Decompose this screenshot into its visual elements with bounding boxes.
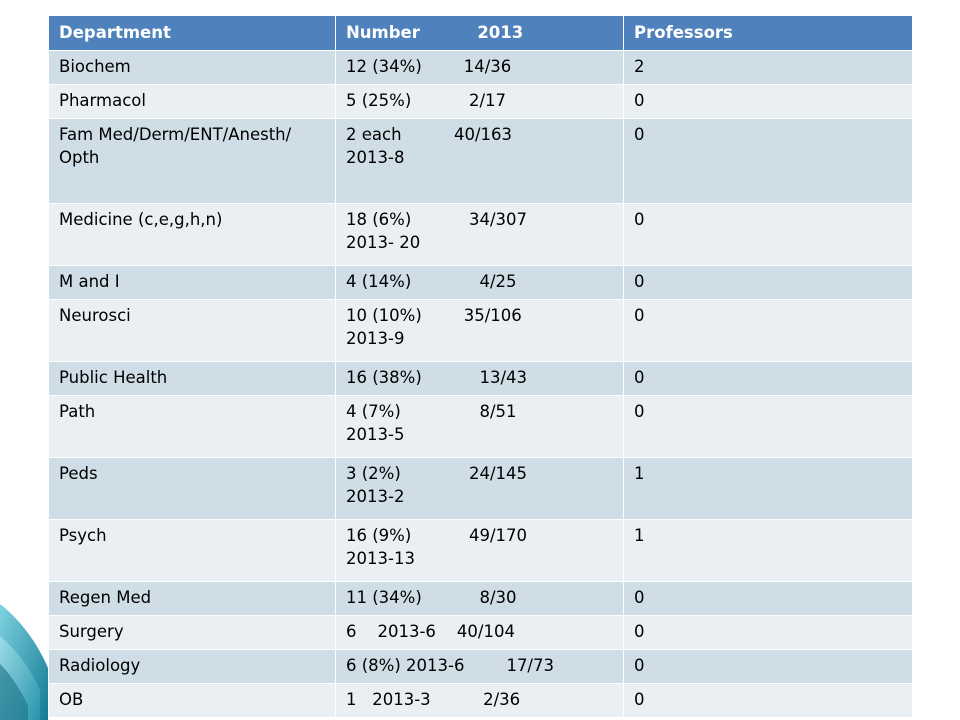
number-cell: 1 2013-3 2/36: [335, 683, 624, 718]
number-line: 2013- 20: [346, 233, 421, 252]
number-line: 2 each 40/163: [346, 125, 513, 144]
number-line: 2013-9: [346, 329, 405, 348]
number-line: 2013-8: [346, 148, 405, 167]
number-cell: 2 each 40/163 2013-8: [335, 118, 624, 204]
department-cell: Medicine (c,e,g,h,n): [48, 203, 336, 266]
number-cell: 3 (2%) 24/145 2013-2: [335, 457, 624, 520]
table-row: Psych 16 (9%) 49/170 2013-13 1: [48, 519, 913, 582]
number-line: 11 (34%) 8/30: [346, 588, 517, 607]
department-cell: Psych: [48, 519, 336, 582]
department-table: Department Number 2013 Professors Bioche…: [48, 15, 913, 718]
department-cell: Path: [48, 395, 336, 458]
table-row: Biochem 12 (34%) 14/36 2: [48, 50, 913, 85]
professors-cell: 0: [623, 299, 913, 362]
header-department: Department: [48, 15, 336, 51]
professors-cell: 1: [623, 519, 913, 582]
table-row: Regen Med 11 (34%) 8/30 0: [48, 581, 913, 616]
department-cell: Pharmacol: [48, 84, 336, 119]
table-row: Radiology 6 (8%) 2013-6 17/73 0: [48, 649, 913, 684]
number-line: 4 (7%) 8/51: [346, 402, 517, 421]
department-cell: M and I: [48, 265, 336, 300]
header-professors: Professors: [623, 15, 913, 51]
number-line: 16 (9%) 49/170: [346, 526, 528, 545]
professors-cell: 0: [623, 395, 913, 458]
number-cell: 12 (34%) 14/36: [335, 50, 624, 85]
department-cell: Biochem: [48, 50, 336, 85]
number-cell: 5 (25%) 2/17: [335, 84, 624, 119]
professors-cell: 0: [623, 361, 913, 396]
table-row: Medicine (c,e,g,h,n) 18 (6%) 34/307 2013- …: [48, 203, 913, 266]
professors-cell: 2: [623, 50, 913, 85]
professors-cell: 1: [623, 457, 913, 520]
number-line: 6 2013-6 40/104: [346, 622, 515, 641]
table-body: Biochem 12 (34%) 14/36 2 Pharmacol 5 (25%) 2…: [48, 50, 913, 718]
professors-cell: 0: [623, 649, 913, 684]
header-number-2013: Number 2013: [335, 15, 624, 51]
table-row: M and I 4 (14%) 4/25 0: [48, 265, 913, 300]
table-row: Path 4 (7%) 8/51 2013-5 0: [48, 395, 913, 458]
professors-cell: 0: [623, 581, 913, 616]
professors-cell: 0: [623, 84, 913, 119]
department-cell: Public Health: [48, 361, 336, 396]
number-cell: 18 (6%) 34/307 2013- 20: [335, 203, 624, 266]
number-cell: 6 2013-6 40/104: [335, 615, 624, 650]
number-line: 10 (10%) 35/106: [346, 306, 522, 325]
table-row: Public Health 16 (38%) 13/43 0: [48, 361, 913, 396]
number-line: 2013-13: [346, 549, 415, 568]
department-cell: Radiology: [48, 649, 336, 684]
number-cell: 16 (9%) 49/170 2013-13: [335, 519, 624, 582]
department-cell: Regen Med: [48, 581, 336, 616]
number-line: 12 (34%) 14/36: [346, 57, 512, 76]
number-line: 1 2013-3 2/36: [346, 690, 521, 709]
number-line: 4 (14%) 4/25: [346, 272, 517, 291]
table-row: OB 1 2013-3 2/36 0: [48, 683, 913, 718]
table-row: Peds 3 (2%) 24/145 2013-2 1: [48, 457, 913, 520]
professors-cell: 0: [623, 203, 913, 266]
table-row: Neurosci 10 (10%) 35/106 2013-9 0: [48, 299, 913, 362]
number-line: 2013-2: [346, 487, 405, 506]
professors-cell: 0: [623, 683, 913, 718]
number-line: 16 (38%) 13/43: [346, 368, 528, 387]
department-cell: Surgery: [48, 615, 336, 650]
professors-cell: 0: [623, 615, 913, 650]
number-cell: 4 (7%) 8/51 2013-5: [335, 395, 624, 458]
department-cell: Neurosci: [48, 299, 336, 362]
department-cell: OB: [48, 683, 336, 718]
number-line: 3 (2%) 24/145: [346, 464, 528, 483]
number-cell: 4 (14%) 4/25: [335, 265, 624, 300]
professors-cell: 0: [623, 118, 913, 204]
department-cell: Peds: [48, 457, 336, 520]
department-cell: Fam Med/Derm/ENT/Anesth/ Opth: [48, 118, 336, 204]
number-line: 6 (8%) 2013-6 17/73: [346, 656, 554, 675]
number-cell: 6 (8%) 2013-6 17/73: [335, 649, 624, 684]
table-header-row: Department Number 2013 Professors: [48, 15, 913, 51]
table-row: Fam Med/Derm/ENT/Anesth/ Opth 2 each 40/1…: [48, 118, 913, 204]
number-cell: 16 (38%) 13/43: [335, 361, 624, 396]
number-line: 5 (25%) 2/17: [346, 91, 507, 110]
table-row: Surgery 6 2013-6 40/104 0: [48, 615, 913, 650]
table-row: Pharmacol 5 (25%) 2/17 0: [48, 84, 913, 119]
professors-cell: 0: [623, 265, 913, 300]
number-cell: 10 (10%) 35/106 2013-9: [335, 299, 624, 362]
number-line: 2013-5: [346, 425, 405, 444]
number-cell: 11 (34%) 8/30: [335, 581, 624, 616]
number-line: 18 (6%) 34/307: [346, 210, 528, 229]
